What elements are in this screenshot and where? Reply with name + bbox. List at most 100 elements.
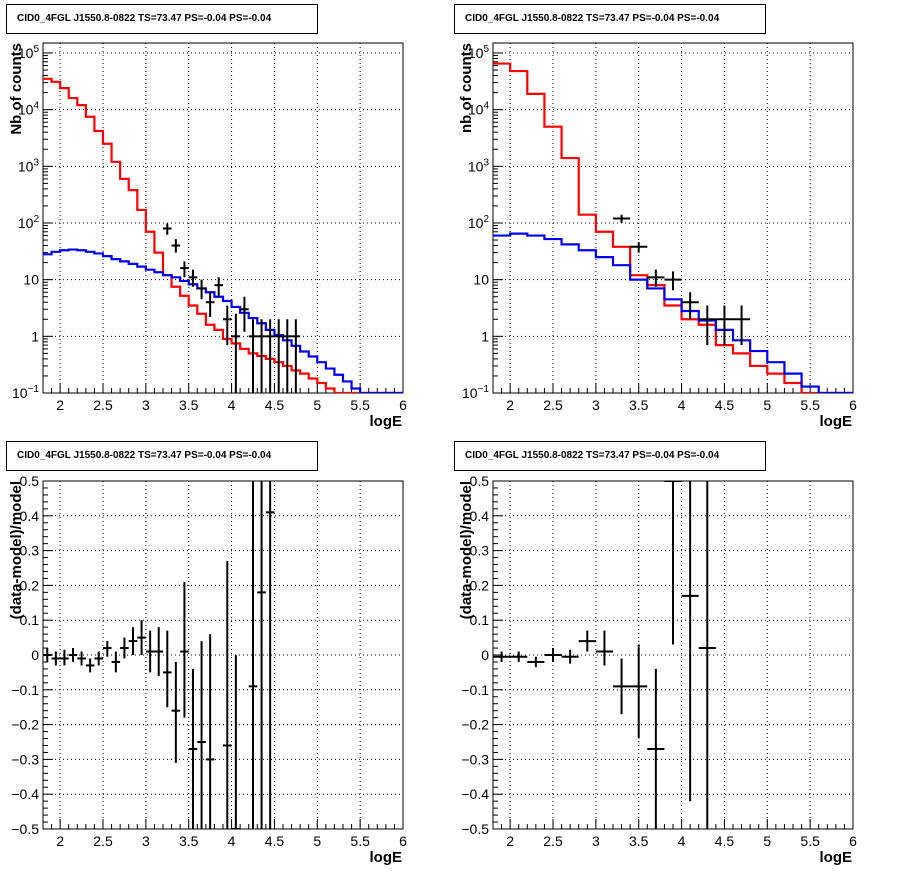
residual-point (171, 661, 181, 763)
data-layer (493, 62, 853, 393)
residual-point (60, 649, 69, 666)
y-tick-label: 0.2 (470, 577, 490, 593)
residual-point (223, 561, 232, 829)
axes (492, 52, 854, 394)
data-point (214, 277, 223, 297)
y-tick-label: 105 (18, 44, 40, 61)
y-tick-label: 103 (18, 157, 40, 174)
model-histogram-0 (493, 62, 853, 393)
grid (43, 481, 403, 829)
data-point (664, 271, 682, 291)
y-tick-label: 0.4 (470, 508, 490, 524)
y-tick-label: −0.2 (11, 717, 39, 733)
residual-point (493, 651, 511, 662)
data-point (257, 319, 266, 393)
y-tick-label: 10 (473, 272, 489, 288)
x-tick-label: 6 (399, 397, 407, 413)
x-tick-label: 6 (399, 833, 407, 849)
y-axis-label: nb of counts (458, 43, 475, 133)
x-tick-label: 4.5 (265, 397, 285, 413)
x-tick-label: 5.5 (800, 833, 820, 849)
panel-title-top-left: CID0_4FGL J1550.8-0822 TS=73.47 PS=-0.04… (6, 4, 318, 34)
x-tick-label: 4.5 (715, 397, 735, 413)
residual-point (527, 656, 545, 668)
y-tick-label: 0 (481, 647, 489, 663)
x-tick-label: 4 (678, 833, 686, 849)
plot-frame (492, 42, 854, 394)
y-tick-label: 1 (481, 328, 489, 344)
data-point (698, 305, 716, 346)
data-point (163, 223, 172, 235)
x-tick-label: 4 (678, 397, 686, 413)
x-axis-label: logE (370, 413, 403, 430)
residual-point (630, 644, 648, 739)
x-tick-label: 2.5 (93, 833, 113, 849)
residual-point (103, 641, 112, 657)
panel-title-top-right: CID0_4FGL J1550.8-0822 TS=73.47 PS=-0.04… (454, 4, 766, 34)
y-tick-label: 0.5 (470, 473, 490, 489)
residual-point (698, 481, 716, 829)
data-point (188, 269, 198, 287)
y-tick-label: 0.1 (470, 612, 490, 628)
residual-point (647, 668, 665, 829)
residual-point (94, 651, 103, 666)
x-tick-label: 3.5 (179, 397, 199, 413)
y-tick-label: −0.4 (11, 786, 39, 802)
y-tick-label: 102 (468, 214, 490, 231)
data-layer (43, 481, 275, 829)
y-tick-label: 102 (18, 214, 40, 231)
y-tick-label: −0.5 (11, 821, 39, 837)
residual-point (231, 655, 241, 829)
data-point (180, 261, 189, 278)
x-tick-label: 2.5 (93, 397, 113, 413)
x-tick-label: 3.5 (629, 833, 649, 849)
y-tick-label: 0 (31, 647, 39, 663)
residual-point (248, 481, 258, 829)
residual-point (163, 630, 172, 708)
y-tick-label: 0.2 (20, 577, 40, 593)
y-axis-label: (data-model)/model (8, 481, 25, 619)
y-axis-label: (data-model)/model (458, 481, 475, 619)
data-point (283, 319, 292, 393)
residual-point (43, 648, 52, 662)
data-point (231, 313, 241, 393)
data-layer (493, 481, 716, 829)
model-histogram-1 (493, 232, 853, 393)
data-point (291, 319, 301, 393)
data-point (240, 296, 249, 332)
x-tick-label: 6 (849, 833, 857, 849)
residual-point (613, 658, 631, 715)
data-point (647, 269, 665, 287)
data-point (265, 319, 275, 393)
y-tick-label: 0.1 (20, 612, 40, 628)
panel-title-bottom-left: CID0_4FGL J1550.8-0822 TS=73.47 PS=-0.04… (6, 441, 318, 471)
x-tick-label: 4 (228, 833, 236, 849)
x-tick-label: 5 (313, 397, 321, 413)
y-tick-label: 104 (18, 101, 40, 118)
data-point (613, 214, 631, 223)
panel-title-bottom-right: CID0_4FGL J1550.8-0822 TS=73.47 PS=-0.04… (454, 441, 766, 471)
residual-point (145, 630, 155, 673)
y-tick-label: 10 (23, 272, 39, 288)
residual-point (257, 481, 266, 829)
y-tick-label: 10−1 (462, 384, 489, 401)
y-tick-label: −0.1 (11, 682, 39, 698)
residual-point (265, 481, 275, 829)
data-point (274, 319, 283, 393)
grid (493, 43, 853, 393)
y-tick-label: 0.4 (20, 508, 40, 524)
residual-point (180, 581, 189, 718)
x-tick-label: 6 (849, 397, 857, 413)
data-point (715, 305, 733, 346)
x-tick-label: 2.5 (543, 397, 563, 413)
y-axis-label: Nb of counts (8, 43, 25, 135)
x-tick-label: 5.5 (350, 397, 370, 413)
residual-point (77, 651, 86, 666)
y-tick-label: 0.3 (20, 543, 40, 559)
residual-point (188, 668, 198, 829)
residual-point (681, 481, 699, 802)
axes (42, 52, 404, 394)
x-tick-label: 3 (592, 397, 600, 413)
plot-frame (42, 42, 404, 394)
